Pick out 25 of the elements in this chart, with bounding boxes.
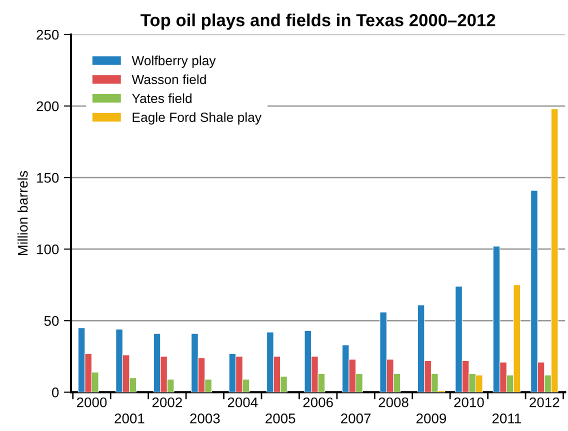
x-tick-label: 2004	[228, 397, 258, 408]
x-tick-label: 2008	[378, 397, 408, 408]
y-tick-label: 0	[52, 388, 59, 398]
x-tick-label: 2009	[416, 414, 446, 424]
chart-title: Top oil plays and fields in Texas 2000–2012	[140, 14, 496, 30]
x-tick-label: 2012	[530, 397, 560, 408]
legend-label: Eagle Ford Shale play	[132, 112, 262, 125]
y-axis-title: Million barrels	[18, 171, 28, 256]
x-tick-label: 2006	[303, 397, 333, 408]
x-tick-label: 2003	[190, 414, 220, 424]
y-tick-label: 250	[36, 30, 59, 40]
legend-label: Wasson field	[132, 74, 206, 84]
x-tick-label: 2000	[77, 397, 107, 408]
x-tick-label: 2005	[266, 414, 296, 424]
y-tick-label: 150	[37, 172, 59, 183]
y-tick-label: 200	[36, 101, 59, 112]
y-tick-label: 50	[44, 316, 59, 326]
x-tick-label: 2011	[492, 414, 521, 424]
x-tick-label: 2010	[454, 397, 484, 408]
legend-label: Yates field	[132, 93, 192, 104]
x-tick-label: 2002	[152, 397, 182, 408]
y-tick-label: 100	[37, 244, 59, 254]
x-tick-label: 2007	[341, 414, 371, 424]
legend-label: Wolfberry play	[132, 56, 216, 68]
x-tick-label: 2001	[114, 414, 144, 424]
